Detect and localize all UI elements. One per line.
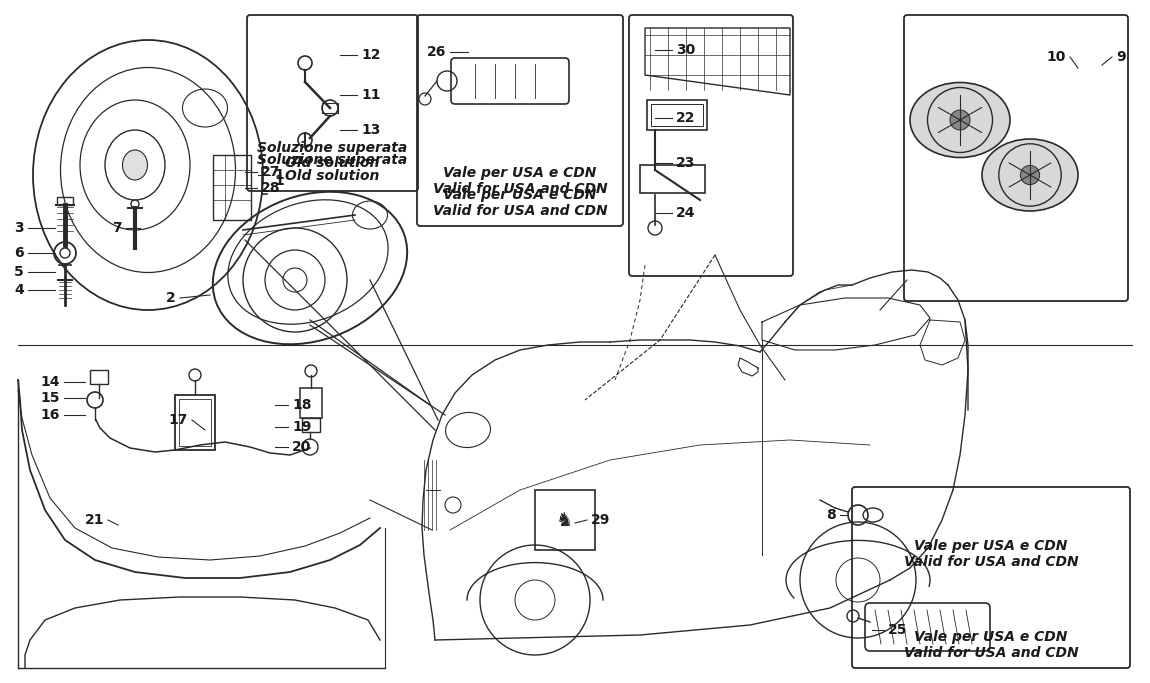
Text: ♞: ♞ (557, 510, 574, 529)
Text: Valid for USA and CDN: Valid for USA and CDN (432, 204, 607, 218)
Text: 22: 22 (676, 111, 696, 125)
Text: Vale per USA e CDN: Vale per USA e CDN (443, 166, 597, 180)
Text: 24: 24 (676, 206, 696, 220)
Bar (213, 155, 251, 220)
Text: 2: 2 (167, 291, 176, 305)
Text: 21: 21 (84, 513, 103, 527)
Bar (90, 370, 108, 384)
Text: 10: 10 (1046, 50, 1066, 64)
Text: 15: 15 (40, 391, 60, 405)
Bar (58, 197, 72, 205)
Text: Soluzione superata: Soluzione superata (256, 141, 407, 155)
Ellipse shape (982, 139, 1078, 211)
Bar (647, 100, 707, 130)
Text: Vale per USA e CDN: Vale per USA e CDN (914, 630, 1067, 644)
Ellipse shape (123, 150, 147, 180)
Bar (651, 104, 703, 126)
Text: 1: 1 (274, 174, 284, 188)
Text: 13: 13 (361, 123, 381, 137)
Text: Vale per USA e CDN: Vale per USA e CDN (443, 188, 597, 202)
Bar (535, 490, 595, 550)
Text: 7: 7 (113, 221, 122, 235)
Bar (322, 103, 338, 113)
Text: 28: 28 (261, 181, 281, 195)
Text: 3: 3 (14, 221, 24, 235)
Bar (300, 388, 322, 418)
Text: 19: 19 (292, 420, 312, 434)
Bar (179, 399, 210, 446)
Bar (641, 165, 705, 193)
Text: Old solution: Old solution (285, 156, 380, 170)
Text: 6: 6 (14, 246, 24, 260)
Text: 9: 9 (1116, 50, 1126, 64)
Text: 30: 30 (676, 43, 696, 57)
Text: 25: 25 (888, 623, 907, 637)
Text: Valid for USA and CDN: Valid for USA and CDN (904, 555, 1079, 569)
Text: Old solution: Old solution (285, 169, 380, 183)
Text: 1: 1 (274, 168, 284, 182)
Text: 20: 20 (292, 440, 312, 454)
Text: Vale per USA e CDN: Vale per USA e CDN (914, 539, 1067, 553)
Text: 17: 17 (169, 413, 187, 427)
Ellipse shape (910, 83, 1010, 158)
Circle shape (1020, 165, 1040, 184)
Bar (302, 418, 320, 432)
Bar (175, 395, 215, 450)
Circle shape (950, 110, 969, 130)
Text: 8: 8 (826, 508, 836, 522)
Text: 29: 29 (591, 513, 611, 527)
Text: 23: 23 (676, 156, 696, 170)
Text: 5: 5 (14, 265, 24, 279)
Text: 26: 26 (427, 45, 446, 59)
Text: 16: 16 (40, 408, 60, 422)
Text: 27: 27 (261, 165, 281, 179)
Text: Valid for USA and CDN: Valid for USA and CDN (432, 182, 607, 196)
Text: 4: 4 (14, 283, 24, 297)
Text: Valid for USA and CDN: Valid for USA and CDN (904, 646, 1079, 660)
Text: 14: 14 (40, 375, 60, 389)
Text: 12: 12 (361, 48, 381, 62)
Text: Soluzione superata: Soluzione superata (258, 153, 407, 167)
Text: 11: 11 (361, 88, 381, 102)
Text: 18: 18 (292, 398, 312, 412)
